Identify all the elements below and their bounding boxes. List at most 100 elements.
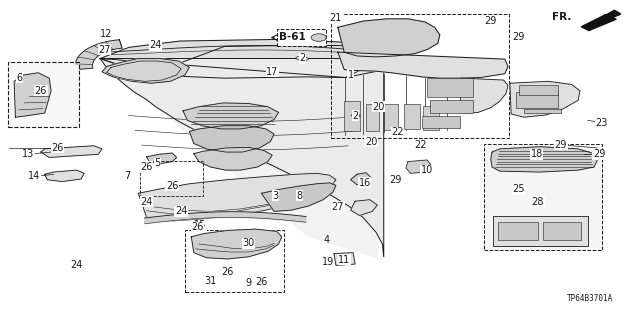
Text: 27: 27 [99,44,111,55]
Text: 26: 26 [141,162,153,172]
Circle shape [515,187,524,191]
Text: 4: 4 [323,235,330,245]
Polygon shape [334,252,355,265]
Text: B-61: B-61 [278,32,305,42]
Text: 26: 26 [221,267,234,277]
Polygon shape [183,103,278,129]
Text: 13: 13 [22,149,35,159]
Text: 18: 18 [531,149,543,159]
Text: 10: 10 [421,165,433,175]
Polygon shape [45,170,84,181]
Bar [344,101,360,132]
Text: 17: 17 [266,67,278,77]
Text: 26: 26 [51,143,63,153]
Circle shape [150,42,161,47]
Bar [499,222,538,240]
Polygon shape [510,81,580,117]
Ellipse shape [296,56,308,60]
Text: 6: 6 [16,73,22,83]
Text: 15: 15 [194,220,206,230]
Polygon shape [41,146,102,157]
Polygon shape [102,59,189,83]
Text: 5: 5 [154,158,161,168]
Polygon shape [138,173,336,221]
Bar [484,144,602,251]
Text: 20: 20 [372,102,385,112]
Text: 22: 22 [415,140,427,150]
Text: 22: 22 [392,127,404,137]
Circle shape [72,263,81,268]
Text: 26: 26 [191,222,204,232]
Text: TP64B3701A: TP64B3701A [567,294,613,303]
Polygon shape [189,126,274,152]
Circle shape [534,200,542,204]
Polygon shape [351,173,371,185]
Bar [429,100,473,113]
Bar [404,104,420,129]
Text: 16: 16 [358,178,371,188]
Text: 27: 27 [332,202,344,212]
Text: 9: 9 [246,278,252,288]
Text: 28: 28 [532,197,544,207]
Text: 8: 8 [296,190,303,201]
Text: FR.: FR. [552,12,572,22]
Text: 20: 20 [365,137,377,147]
Bar [422,116,460,128]
Text: 24: 24 [149,40,162,50]
Bar [427,78,473,97]
Text: 26: 26 [166,181,179,191]
Polygon shape [100,59,384,258]
Text: 29: 29 [389,175,401,185]
Polygon shape [100,59,384,257]
Text: 31: 31 [204,276,216,286]
Bar [519,85,558,95]
Polygon shape [145,212,306,224]
Polygon shape [100,39,384,78]
Bar [516,92,557,108]
Text: 24: 24 [175,206,188,216]
Polygon shape [581,10,621,31]
Text: 2: 2 [353,111,359,121]
Text: 29: 29 [484,16,497,26]
Polygon shape [191,229,282,259]
Bar [8,62,79,127]
Bar [384,105,397,130]
Polygon shape [338,19,440,57]
Text: 29: 29 [555,140,567,150]
Polygon shape [491,147,597,172]
Bar [543,222,581,240]
Bar [493,216,588,246]
Circle shape [311,34,326,41]
Text: 7: 7 [124,172,131,181]
Polygon shape [106,61,181,81]
Polygon shape [460,78,508,113]
Polygon shape [194,147,272,170]
Ellipse shape [351,114,360,117]
Text: 14: 14 [28,172,41,181]
Polygon shape [14,73,51,117]
Text: 29: 29 [513,32,525,42]
Polygon shape [147,153,177,164]
Polygon shape [351,200,378,215]
Text: 25: 25 [513,184,525,194]
Text: 29: 29 [593,149,605,159]
Bar [185,230,284,292]
Text: 26: 26 [35,86,47,96]
Text: 11: 11 [338,255,350,265]
Bar [332,14,509,139]
Polygon shape [338,52,508,78]
Text: 24: 24 [141,197,153,207]
Text: 24: 24 [70,260,83,270]
Bar [423,106,439,130]
Text: 3: 3 [273,190,278,201]
Text: 1: 1 [348,70,354,80]
Polygon shape [76,40,122,69]
Text: 2: 2 [299,53,305,63]
Text: 23: 23 [595,117,608,128]
Text: 21: 21 [330,13,342,23]
Bar [276,29,326,46]
Polygon shape [406,160,431,173]
Bar [140,161,203,196]
Bar [366,104,379,131]
Text: 30: 30 [243,238,255,248]
